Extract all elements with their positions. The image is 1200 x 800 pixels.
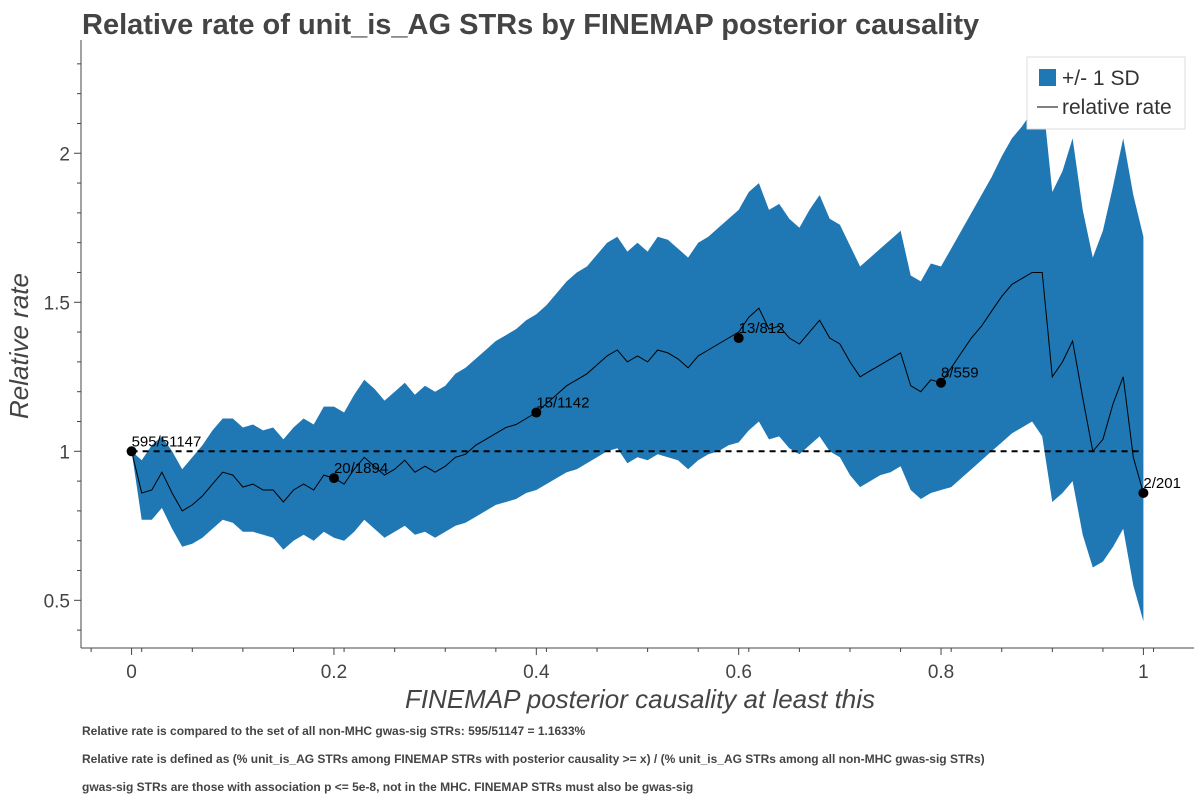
x-tick-label: 0.6 <box>725 662 751 683</box>
y-tick-label: 1 <box>59 442 70 463</box>
footnote-definition: Relative rate is defined as (% unit_is_A… <box>82 752 985 766</box>
y-axis-label: Relative rate <box>4 273 34 419</box>
x-tick-label: 0.2 <box>321 662 347 683</box>
highlighted-point <box>733 333 744 344</box>
y-axis-ticks: 0.5 1 1.5 2 <box>44 63 81 631</box>
footnote-gwas-sig: gwas-sig STRs are those with association… <box>82 780 694 794</box>
y-tick-label: 1.5 <box>44 293 70 314</box>
highlighted-point <box>531 407 542 418</box>
legend-line-label: relative rate <box>1062 96 1172 119</box>
y-tick-label: 0.5 <box>44 591 70 612</box>
point-label: 2/201 <box>1143 475 1181 492</box>
footnote-comparison-set: Relative rate is compared to the set of … <box>82 724 586 738</box>
sd-band-layer <box>131 93 1144 622</box>
x-axis-label: FINEMAP posterior causality at least thi… <box>405 684 875 714</box>
highlighted-point <box>936 377 947 388</box>
highlighted-point <box>328 473 339 484</box>
sd-band <box>131 93 1144 622</box>
chart: Relative rate of unit_is_AG STRs by FINE… <box>4 9 1194 714</box>
x-axis-ticks: 0 0.2 0.4 0.6 0.8 1 <box>90 648 1155 683</box>
chart-title: Relative rate of unit_is_AG STRs by FINE… <box>82 9 979 41</box>
x-tick-label: 0.4 <box>523 662 550 683</box>
x-tick-label: 0.8 <box>928 662 954 683</box>
legend-band-label: +/- 1 SD <box>1062 67 1140 90</box>
point-label: 8/559 <box>941 365 979 382</box>
relative-rate-line <box>131 272 1144 512</box>
highlighted-point <box>1138 488 1149 499</box>
legend: +/- 1 SD relative rate <box>1026 56 1186 130</box>
highlighted-points-layer: 595/51147 20/1894 15/1142 13/812 8/559 2/201 <box>126 320 1181 499</box>
point-label: 13/812 <box>739 320 785 337</box>
point-label: 20/1894 <box>334 460 388 477</box>
y-tick-label: 2 <box>59 144 70 165</box>
x-tick-label: 0 <box>126 662 137 683</box>
highlighted-point <box>126 446 137 457</box>
point-label: 595/51147 <box>132 433 202 450</box>
x-tick-label: 1 <box>1138 662 1149 683</box>
rate-line-layer <box>131 272 1144 512</box>
legend-band-swatch <box>1039 69 1056 86</box>
point-label: 15/1142 <box>536 395 589 412</box>
